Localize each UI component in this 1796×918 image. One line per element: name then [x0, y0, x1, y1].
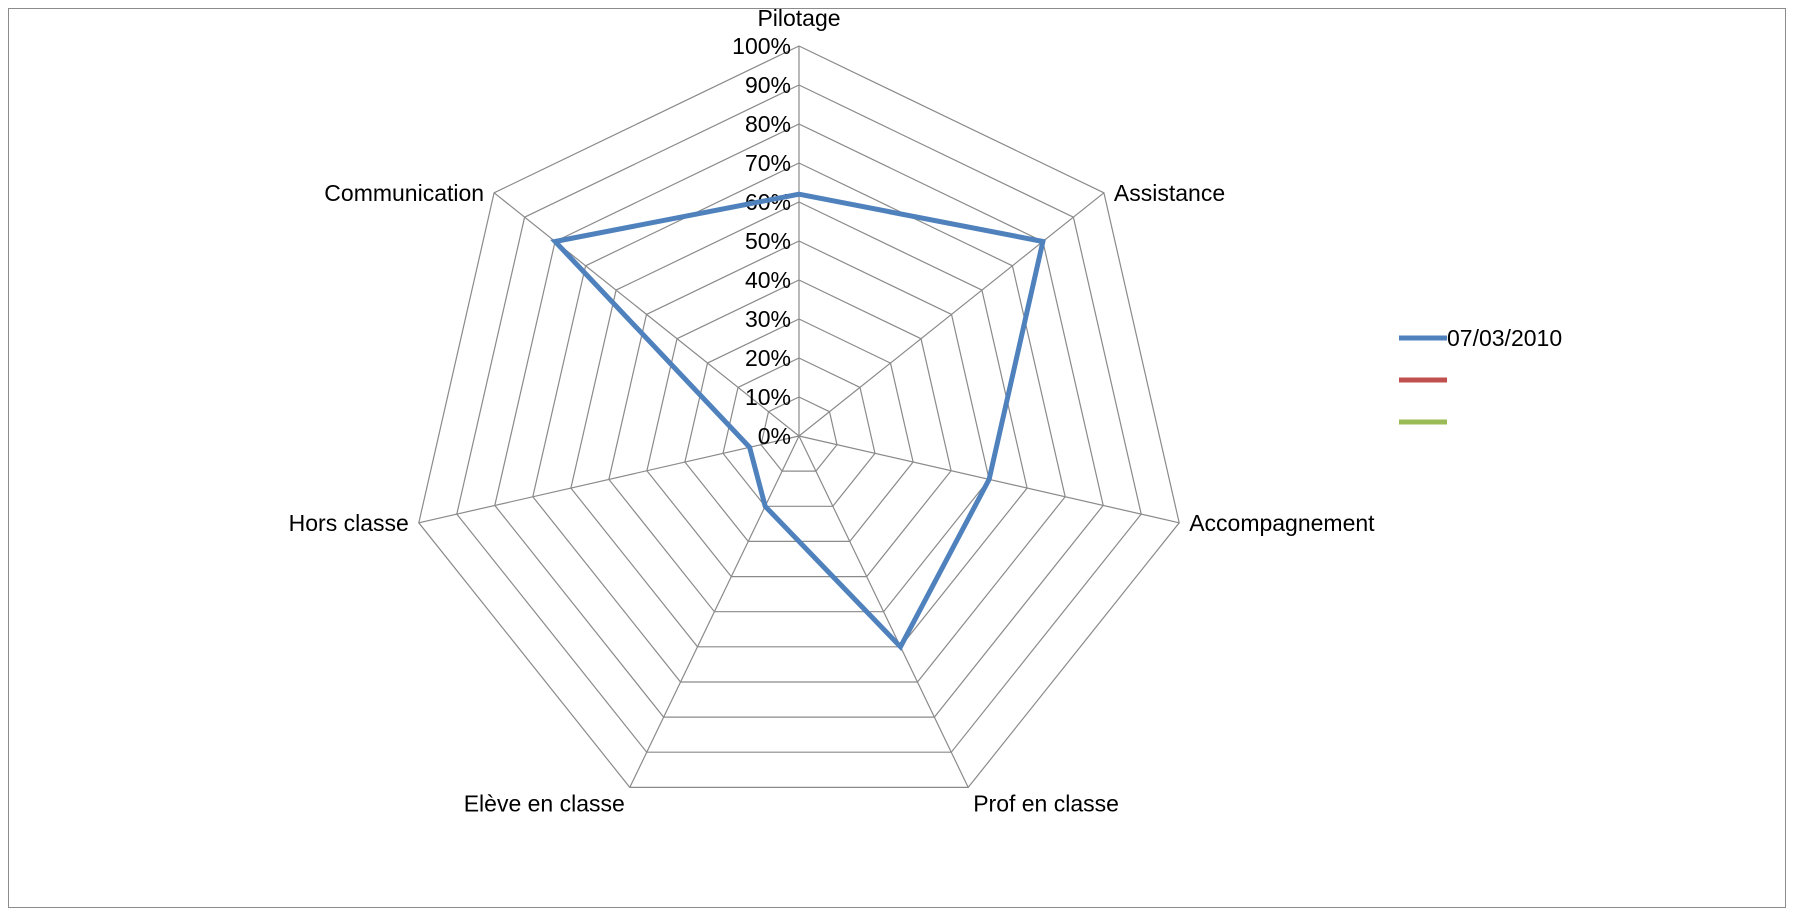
- grid-ring: [608, 240, 990, 613]
- axis-spoke: [798, 192, 1105, 437]
- chart-frame: 0% 10% 20% 30% 40% 50% 60% 70% 80% 90% 100% Pilota…: [8, 8, 1786, 908]
- grid-ring: [722, 357, 876, 507]
- axis-spoke: [418, 435, 800, 524]
- tick-label: 40%: [745, 267, 791, 293]
- series-line: [550, 191, 1046, 652]
- grid-ring: [760, 396, 838, 472]
- legend: 07/03/2010: [1399, 325, 1562, 425]
- tick-label: 30%: [745, 306, 791, 332]
- category-label: Prof en classe: [973, 790, 1119, 816]
- grid-ring: [646, 279, 952, 578]
- grid-layer: [418, 45, 1180, 789]
- legend-label: 07/03/2010: [1447, 325, 1562, 351]
- axis-spoke: [493, 192, 800, 437]
- tick-label: 10%: [745, 384, 791, 410]
- category-label-layer: Pilotage Assistance Accompagnement Prof en …: [289, 9, 1376, 816]
- grid-ring: [570, 201, 1028, 648]
- category-label: Hors classe: [289, 510, 409, 536]
- grid-ring: [532, 162, 1066, 683]
- grid-ring: [494, 123, 1104, 718]
- category-label: Elève en classe: [464, 790, 625, 816]
- category-label: Accompagnement: [1189, 510, 1375, 536]
- grid-ring: [456, 84, 1142, 753]
- axis-spoke: [798, 435, 969, 788]
- grid-ring: [418, 45, 1180, 789]
- category-label: Assistance: [1114, 180, 1225, 206]
- tick-label: 0%: [758, 423, 791, 449]
- tick-label-layer: 0%10%20%30%40%50%60%70%80%90%100%: [732, 33, 791, 449]
- tick-label: 90%: [745, 72, 791, 98]
- category-label: Pilotage: [757, 9, 840, 31]
- tick-label: 100%: [732, 33, 791, 59]
- tick-label: 50%: [745, 228, 791, 254]
- axis-spoke: [629, 435, 800, 788]
- tick-label: 80%: [745, 111, 791, 137]
- category-label: Communication: [324, 180, 484, 206]
- tick-label: 20%: [745, 345, 791, 371]
- tick-label: 70%: [745, 150, 791, 176]
- radar-chart: 0%10%20%30%40%50%60%70%80%90%100% Pilota…: [289, 9, 1562, 816]
- series-layer: [550, 191, 1046, 652]
